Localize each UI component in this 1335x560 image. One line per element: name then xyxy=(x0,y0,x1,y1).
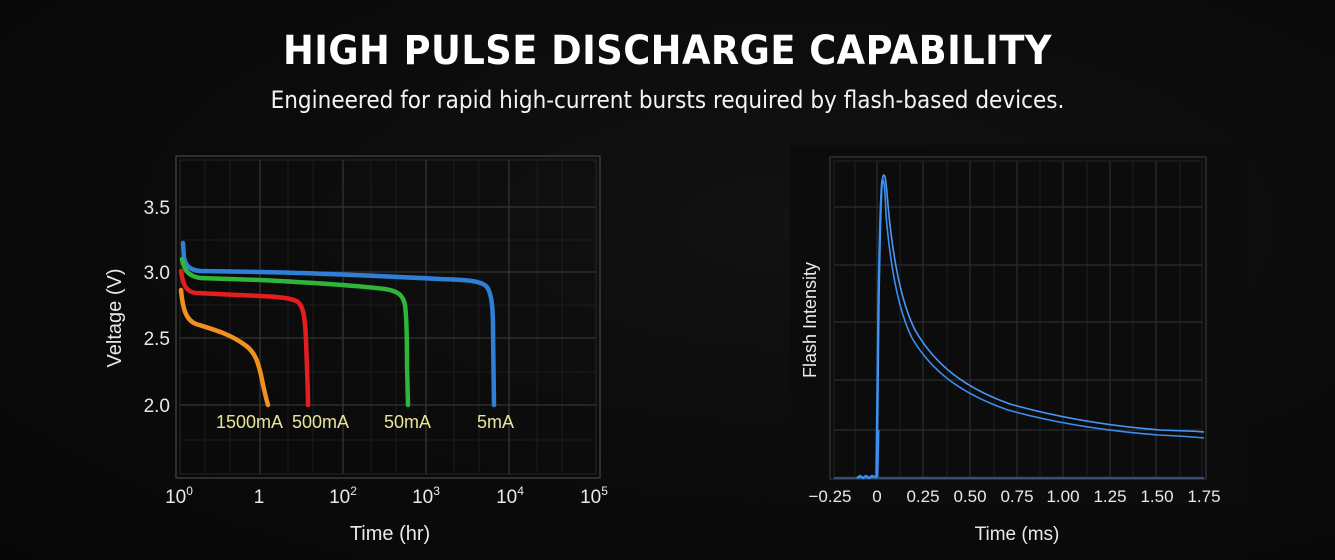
svg-text:100: 100 xyxy=(165,484,193,508)
discharge-plot-frame xyxy=(175,155,601,479)
flash-y-axis-label: Flash Intensity xyxy=(800,262,820,378)
flash-minor-grid xyxy=(854,161,1181,477)
svg-text:2.0: 2.0 xyxy=(144,396,170,417)
svg-text:1.75: 1.75 xyxy=(1187,487,1220,506)
svg-text:0.50: 0.50 xyxy=(953,487,986,506)
svg-text:2.5: 2.5 xyxy=(144,329,170,350)
svg-text:1.25: 1.25 xyxy=(1093,487,1126,506)
page-subtitle: Engineered for rapid high-current bursts… xyxy=(270,86,1065,114)
svg-text:102: 102 xyxy=(329,484,357,508)
series-1500ma-curve xyxy=(178,287,271,408)
series-50ma-curve xyxy=(179,256,411,408)
flash-x-axis-label: Time (ms) xyxy=(975,524,1060,545)
label-50ma: 50mA xyxy=(384,412,431,432)
svg-text:1: 1 xyxy=(254,487,265,508)
series-500ma-curve xyxy=(178,268,311,408)
label-1500ma: 1500mA xyxy=(216,412,283,432)
svg-text:1.50: 1.50 xyxy=(1140,487,1173,506)
series-labels: 1500mA 500mA 50mA 5mA xyxy=(216,412,514,432)
discharge-minor-grid xyxy=(180,160,596,474)
svg-text:3.5: 3.5 xyxy=(144,198,170,219)
discharge-y-axis-label: Veltage (V) xyxy=(104,269,126,368)
flash-plot-frame xyxy=(829,156,1207,480)
discharge-major-grid xyxy=(180,160,596,474)
svg-text:0.25: 0.25 xyxy=(906,487,939,506)
series-5ma-curve xyxy=(180,240,497,408)
svg-text:1.00: 1.00 xyxy=(1046,487,1079,506)
flash-x-ticks: −0.25 0 0.25 0.50 0.75 1.00 1.25 1.50 1.… xyxy=(808,487,1220,506)
svg-text:0: 0 xyxy=(872,487,881,506)
flash-intensity-chart: −0.25 0 0.25 0.50 0.75 1.00 1.25 1.50 1.… xyxy=(800,156,1221,545)
discharge-x-axis-label: Time (hr) xyxy=(350,523,430,545)
flash-trace-b xyxy=(875,178,1205,478)
discharge-x-ticks: 100 1 102 103 104 105 xyxy=(165,484,608,508)
label-500ma: 500mA xyxy=(292,412,349,432)
discharge-chart: 1500mA 500mA 50mA 5mA 3.5 3.0 2.5 2.0 10… xyxy=(104,155,608,545)
flash-pretrigger-noise xyxy=(856,474,877,480)
svg-text:0.75: 0.75 xyxy=(1000,487,1033,506)
discharge-y-ticks: 3.5 3.0 2.5 2.0 xyxy=(144,198,170,417)
flash-chart-panel-background xyxy=(790,145,1248,505)
svg-text:−0.25: −0.25 xyxy=(808,487,851,506)
svg-text:3.0: 3.0 xyxy=(144,263,170,284)
label-5ma: 5mA xyxy=(477,412,514,432)
svg-text:103: 103 xyxy=(412,484,440,508)
page-title: HIGH PULSE DISCHARGE CAPABILITY xyxy=(282,28,1053,74)
svg-text:104: 104 xyxy=(496,484,524,508)
svg-text:105: 105 xyxy=(580,484,608,508)
